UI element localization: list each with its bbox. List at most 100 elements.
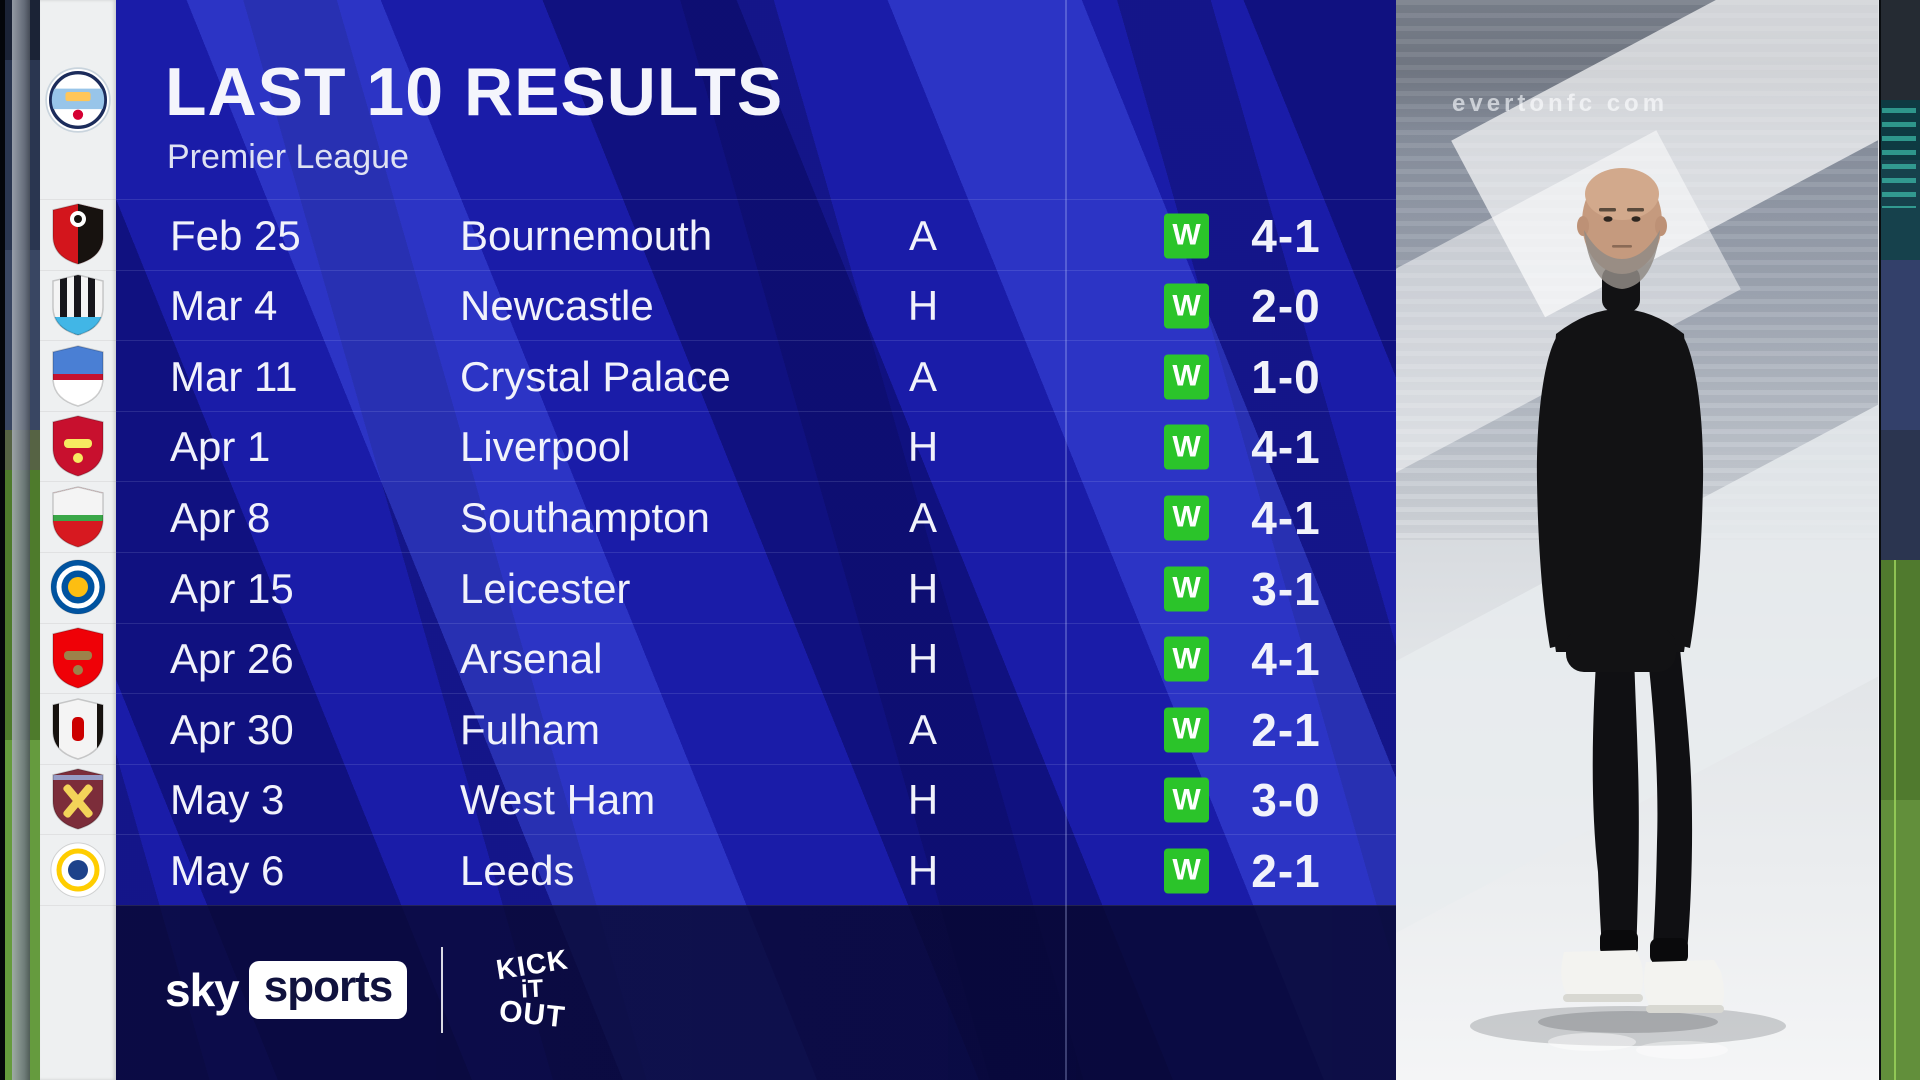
rail-separator: [40, 481, 116, 483]
win-badge: W: [1164, 495, 1209, 541]
result-row: Apr 26 Arsenal H W 4-1: [116, 622, 1396, 695]
result-row: May 3 West Ham H W 3-0: [116, 763, 1396, 836]
win-badge: W: [1164, 777, 1209, 823]
win-badge: W: [1164, 566, 1209, 611]
venue-indicator: H: [907, 282, 939, 330]
result-row: Feb 25 Bournemouth A W 4-1: [116, 199, 1396, 271]
badge-newcastle: [49, 273, 107, 337]
match-date: Apr 8: [170, 493, 271, 541]
match-score: 3-1: [1251, 562, 1321, 615]
win-badge: W: [1164, 424, 1209, 470]
kick-it-out-logo: KICK iT OUT: [477, 935, 587, 1045]
stadium-pillar: [12, 0, 30, 1080]
panel-subtitle: Premier League: [167, 138, 409, 176]
win-badge: W: [1164, 354, 1209, 400]
badge-leeds: [49, 838, 107, 902]
win-letter: W: [1172, 218, 1201, 252]
opponent-name: Crystal Palace: [460, 352, 731, 400]
win-badge: W: [1164, 636, 1209, 682]
results-panel: LAST 10 RESULTS Premier League Feb 25 Bou…: [116, 0, 1396, 1080]
venue-indicator: A: [908, 352, 937, 400]
match-score: 2-0: [1251, 280, 1321, 333]
match-date: Mar 4: [170, 282, 278, 330]
match-score: 3-0: [1251, 774, 1321, 827]
opponent-name: West Ham: [460, 776, 656, 824]
match-date: Feb 25: [170, 211, 301, 259]
badge-bournemouth: [49, 202, 107, 266]
opponent-name: Liverpool: [460, 423, 631, 471]
match-score: 2-1: [1251, 703, 1321, 756]
screen-edge: [1878, 0, 1881, 1080]
badge-liverpool: [49, 414, 107, 478]
result-row: Mar 4 Newcastle H W 2-0: [116, 269, 1396, 342]
match-date: Apr 26: [170, 635, 294, 683]
venue-indicator: H: [907, 635, 939, 683]
badge-leicester: [49, 555, 107, 619]
result-row: Apr 30 Fulham A W 2-1: [116, 693, 1396, 765]
rail-separator: [40, 340, 116, 342]
venue-indicator: H: [907, 423, 939, 471]
venue-indicator: A: [908, 211, 937, 259]
win-letter: W: [1172, 853, 1201, 887]
venue-indicator: A: [908, 493, 937, 541]
win-letter: W: [1172, 430, 1201, 464]
manchester-city-badge: [45, 54, 111, 146]
venue-indicator: H: [907, 846, 939, 894]
kick-it-out-line: OUT: [497, 994, 567, 1034]
rail-separator: [40, 410, 116, 412]
manager-figure: [1470, 168, 1786, 1059]
rail-separator: [40, 552, 116, 553]
match-date: Mar 11: [170, 352, 298, 400]
rail-separator: [40, 693, 116, 695]
rail-separator: [40, 763, 116, 765]
sky-wordmark: sky: [165, 964, 240, 1016]
match-score: 4-1: [1251, 421, 1321, 474]
badge-crystal-palace: [49, 344, 107, 408]
win-letter: W: [1172, 783, 1201, 817]
match-date: Apr 30: [170, 705, 294, 753]
venue-indicator: H: [907, 776, 939, 824]
sports-wordmark: sports: [248, 961, 408, 1019]
opponent-name: Bournemouth: [460, 211, 713, 259]
rail-separator: [40, 622, 116, 624]
opponent-name: Newcastle: [460, 282, 654, 330]
panel-title: LAST 10 RESULTS: [165, 54, 784, 130]
result-row: Apr 15 Leicester H W 3-1: [116, 552, 1396, 624]
match-date: Apr 15: [170, 564, 294, 612]
opponent-name: Arsenal: [460, 635, 603, 683]
win-letter: W: [1172, 712, 1201, 746]
match-score: 4-1: [1251, 491, 1321, 544]
result-row: Apr 1 Liverpool H W 4-1: [116, 410, 1396, 483]
rail-separator: [40, 269, 116, 271]
screen-edge: [0, 0, 5, 1080]
pitch-line: [1894, 560, 1896, 1080]
match-score: 2-1: [1251, 844, 1321, 897]
win-letter: W: [1172, 500, 1201, 534]
opponent-name: Leeds: [460, 846, 575, 894]
sky-sports-logo: sky sports: [165, 961, 408, 1019]
stadium-video-left-edge: [0, 0, 40, 1080]
result-row: Mar 11 Crystal Palace A W 1-0: [116, 340, 1396, 412]
match-score: 4-1: [1251, 209, 1321, 262]
match-date: Apr 1: [170, 423, 271, 471]
rail-separator: [40, 199, 116, 200]
result-row: Apr 8 Southampton A W 4-1: [116, 481, 1396, 553]
badge-west-ham: [49, 767, 107, 831]
column-divider: [1065, 0, 1067, 1080]
win-letter: W: [1172, 642, 1201, 676]
badge-arsenal: [49, 626, 107, 690]
badge-fulham: [49, 697, 107, 761]
match-score: 1-0: [1251, 350, 1321, 403]
match-date: May 3: [170, 776, 285, 824]
win-badge: W: [1164, 848, 1209, 894]
win-letter: W: [1172, 359, 1201, 393]
club-badge-rail: [40, 0, 116, 1080]
win-letter: W: [1172, 571, 1201, 605]
scoreboard-glimpse: [1882, 108, 1916, 208]
venue-indicator: H: [907, 564, 939, 612]
stadium-video-right-edge: [1878, 0, 1920, 1080]
rail-separator: [40, 905, 116, 906]
win-badge: W: [1164, 213, 1209, 258]
win-letter: W: [1172, 289, 1201, 323]
